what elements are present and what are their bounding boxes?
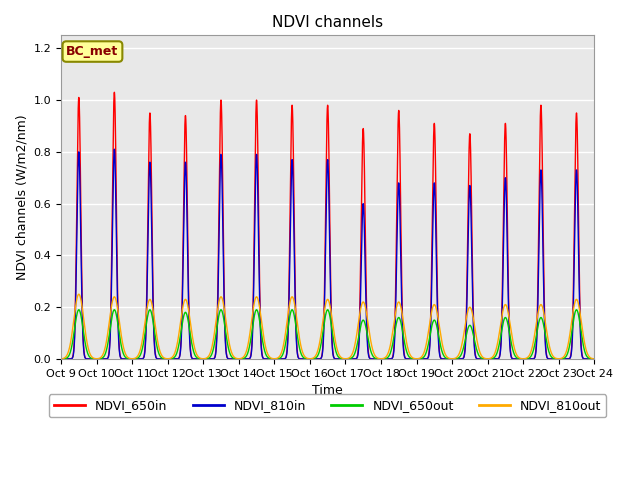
NDVI_650out (75, 307, 83, 312)
Legend: NDVI_650in, NDVI_810in, NDVI_650out, NDVI_810out: NDVI_650in, NDVI_810in, NDVI_650out, NDV… (49, 395, 606, 418)
NDVI_650in (591, 356, 598, 362)
NDVI_650in (477, 356, 484, 362)
NDVI_650out (591, 356, 598, 362)
NDVI_650in (166, 356, 173, 362)
Y-axis label: NDVI channels (W/m2/nm): NDVI channels (W/m2/nm) (15, 114, 28, 280)
Text: BC_met: BC_met (67, 45, 118, 58)
NDVI_810in (591, 356, 598, 362)
NDVI_810out (172, 349, 179, 355)
Line: NDVI_650in: NDVI_650in (61, 92, 595, 359)
NDVI_810in (172, 356, 179, 362)
NDVI_650out (166, 356, 173, 362)
NDVI_810out (591, 356, 598, 362)
NDVI_810in (477, 356, 484, 362)
NDVI_650out (477, 355, 484, 360)
NDVI_810in (57, 356, 65, 362)
Line: NDVI_810out: NDVI_810out (61, 294, 595, 359)
NDVI_810out (166, 356, 173, 361)
NDVI_650in (111, 89, 118, 95)
NDVI_810out (477, 351, 484, 357)
NDVI_810in (257, 335, 264, 340)
NDVI_650in (257, 329, 264, 335)
NDVI_810in (401, 355, 409, 361)
NDVI_650in (57, 356, 65, 362)
NDVI_650in (589, 356, 596, 362)
NDVI_810in (111, 146, 118, 152)
Title: NDVI channels: NDVI channels (272, 15, 383, 30)
NDVI_810out (589, 356, 596, 361)
NDVI_650out (257, 325, 264, 331)
NDVI_810in (166, 356, 173, 362)
NDVI_810out (257, 312, 264, 318)
X-axis label: Time: Time (312, 384, 343, 397)
NDVI_650out (172, 353, 179, 359)
NDVI_650out (589, 356, 596, 362)
NDVI_650out (57, 356, 65, 362)
Line: NDVI_650out: NDVI_650out (61, 310, 595, 359)
NDVI_650out (401, 343, 409, 348)
Line: NDVI_810in: NDVI_810in (61, 149, 595, 359)
NDVI_810out (57, 356, 65, 362)
NDVI_650in (172, 356, 179, 362)
NDVI_810out (75, 291, 83, 297)
NDVI_810out (401, 331, 409, 337)
NDVI_810in (589, 356, 596, 362)
NDVI_650in (401, 355, 409, 360)
